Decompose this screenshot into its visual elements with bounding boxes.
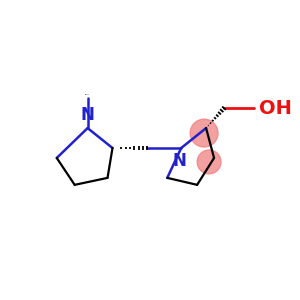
- Text: N: N: [172, 152, 186, 170]
- Circle shape: [190, 119, 218, 147]
- Text: methyl: methyl: [85, 94, 90, 95]
- Circle shape: [197, 150, 221, 174]
- Text: N: N: [81, 106, 94, 124]
- Text: OH: OH: [259, 99, 292, 118]
